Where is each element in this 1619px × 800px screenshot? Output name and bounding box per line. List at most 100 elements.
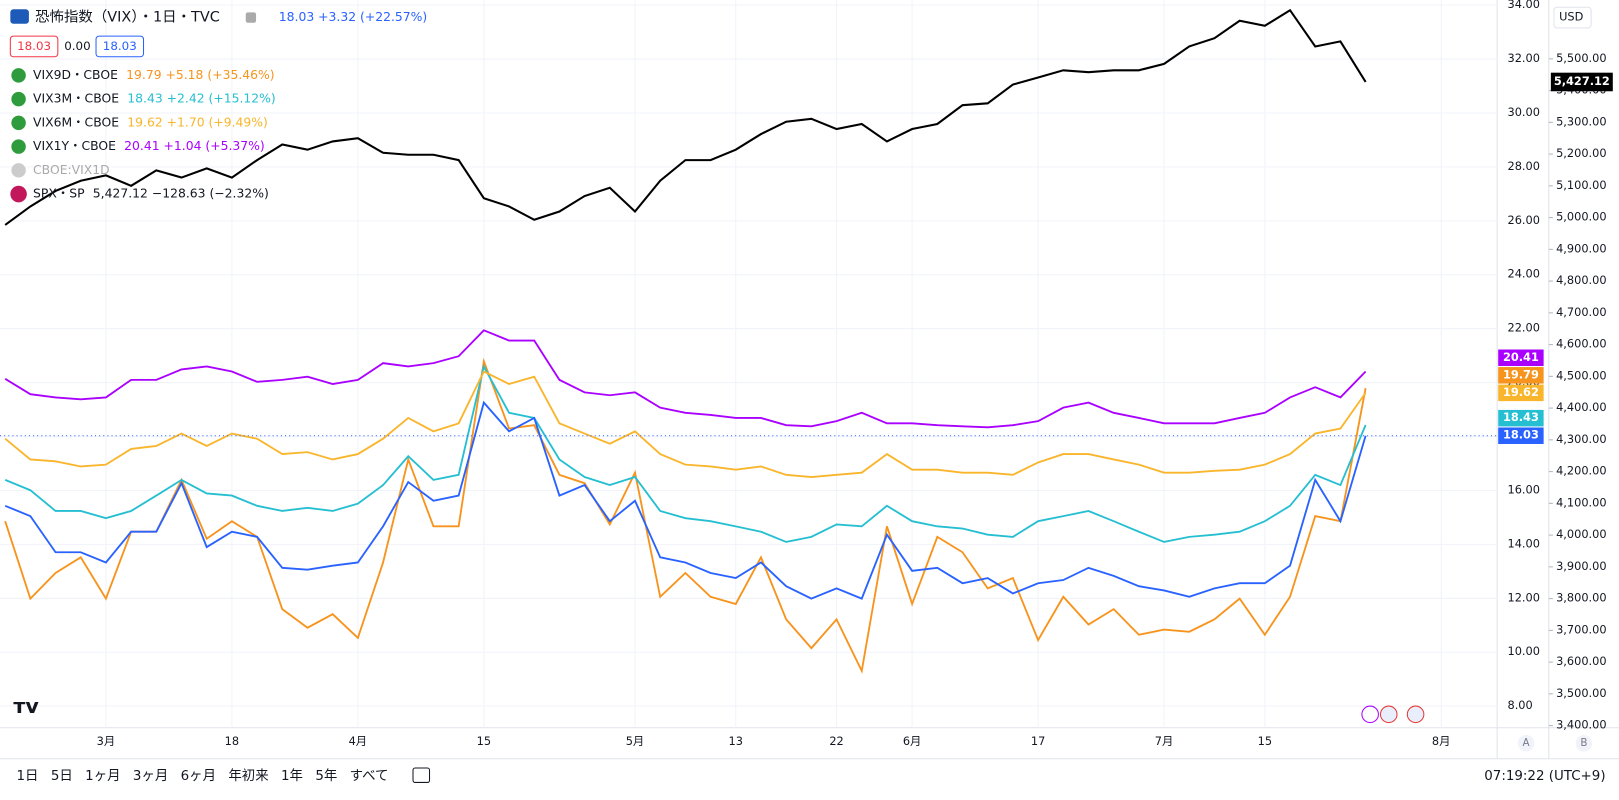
spread: 0.00 <box>64 39 90 53</box>
y2-tick-label: 4,700.00 <box>1556 305 1607 319</box>
legend-name: VIX6M・CBOE <box>33 115 119 129</box>
y-tick-label: 34.00 <box>1507 0 1539 11</box>
x-tick-label: 8月 <box>1432 734 1451 748</box>
y2-tick-label: 4,500.00 <box>1556 368 1607 382</box>
x-tick-label: 18 <box>225 734 239 748</box>
y2-tick-label: 4,800.00 <box>1556 273 1607 287</box>
x-tick-label: 22 <box>829 734 843 748</box>
series-icon <box>11 68 26 83</box>
legend-hidden: CBOE:VIX1D <box>33 163 110 177</box>
scale-button[interactable] <box>1517 734 1535 752</box>
price-badge <box>1498 427 1544 444</box>
y-tick-label: 22.00 <box>1507 321 1539 335</box>
y-tick-label: 28.00 <box>1507 159 1539 173</box>
series-line <box>4 400 1367 600</box>
buy-box[interactable] <box>95 35 145 58</box>
legend-name: VIX1Y・CBOE <box>33 139 116 153</box>
series-icon <box>11 91 26 107</box>
x-tick-label: 7月 <box>1155 734 1174 748</box>
range-button[interactable]: 1年 <box>281 768 303 784</box>
range-button[interactable]: 6ヶ月 <box>181 769 216 784</box>
legend-quote: 18.43 +2.42 (+15.12%) <box>127 92 275 106</box>
currency: USD <box>1559 10 1584 24</box>
range-button[interactable]: 年初来 <box>228 768 268 784</box>
price-badge-label: 20.41 <box>1503 350 1539 364</box>
range-button[interactable]: すべて <box>350 768 389 784</box>
range-button[interactable]: 1日 <box>17 769 39 784</box>
y2-tick-label: 4,400.00 <box>1556 400 1607 414</box>
y-tick-label: 24.00 <box>1507 267 1539 281</box>
legend-name: VIX9D・CBOE <box>33 68 118 82</box>
scale-label: B <box>1580 737 1587 749</box>
y2-tick-label: 5,500.00 <box>1556 51 1607 65</box>
sell-price: 18.03 <box>17 39 51 53</box>
y2-tick-label: 3,500.00 <box>1556 686 1607 700</box>
toolbar: 1日 5日 1ヶ月 3ヶ月 6ヶ月 年初来 1年 5年 すべて <box>17 768 389 784</box>
y-tick-label: 14.00 <box>1507 536 1539 550</box>
legend-quote: 18.03 +3.32 (+22.57%) <box>279 10 427 24</box>
currency-button[interactable] <box>1553 6 1592 29</box>
legend: 恐怖指数（VIX）・1日・TVC 18.03 +3.32 (+22.57%) 1… <box>9 9 427 203</box>
flag-icon <box>10 9 29 24</box>
y2-tick-label: 4,300.00 <box>1556 432 1607 446</box>
series-line <box>4 329 1367 429</box>
legend-quote: 20.41 +1.04 (+5.37%) <box>124 139 265 153</box>
legend-name: SPX・SP <box>33 187 85 201</box>
price-badge <box>1498 384 1544 402</box>
scale-label: A <box>1523 737 1530 749</box>
y-tick-label: 26.00 <box>1507 213 1539 227</box>
series-line <box>4 363 1367 543</box>
collapse-icon <box>245 12 257 23</box>
y2-tick-label: 3,700.00 <box>1556 622 1607 636</box>
x-tick-label: 6月 <box>903 734 922 748</box>
y2-tick-label: 3,900.00 <box>1556 559 1607 573</box>
event-icon <box>1379 705 1398 724</box>
x-tick-label: 17 <box>1031 734 1045 748</box>
series-icon <box>11 139 26 154</box>
calendar-icon[interactable] <box>412 767 431 783</box>
sell-box[interactable] <box>9 35 59 58</box>
range-button[interactable]: 5日 <box>51 769 73 784</box>
range-button[interactable]: 1ヶ月 <box>85 769 120 784</box>
y2-tick-label: 5,000.00 <box>1556 210 1607 224</box>
price-badge <box>1498 349 1544 367</box>
range-button[interactable]: 5年 <box>315 768 337 784</box>
y2-tick-label: 4,200.00 <box>1556 464 1607 478</box>
series-icon <box>11 115 26 131</box>
range-button[interactable]: 3ヶ月 <box>133 769 168 784</box>
price-badge-label: 5,427.12 <box>1554 74 1610 88</box>
price-badge-label: 19.79 <box>1503 367 1539 381</box>
y2-tick-label: 5,300.00 <box>1556 114 1607 128</box>
y2-tick-label: 3,400.00 <box>1556 718 1607 732</box>
y-tick-label: 32.00 <box>1507 51 1539 65</box>
x-tick-label: 15 <box>1258 734 1272 748</box>
price-badge <box>1550 72 1613 92</box>
y-tick-label: 10.00 <box>1507 644 1539 658</box>
y-tick-label: 30.00 <box>1507 105 1539 119</box>
series-line <box>4 357 1367 674</box>
y2-tick-label: 4,600.00 <box>1556 337 1607 351</box>
price-badge-label: 18.43 <box>1503 410 1539 424</box>
legend-quote: 5,427.12 −128.63 (−2.32%) <box>93 187 269 201</box>
scale-button[interactable] <box>1575 734 1593 752</box>
y2-tick-label: 4,100.00 <box>1556 495 1607 509</box>
legend-quote: 19.62 +1.70 (+9.49%) <box>127 115 268 129</box>
x-tick-label: 5月 <box>626 734 645 748</box>
buy-price: 18.03 <box>103 39 137 53</box>
clock: 07:19:22 (UTC+9) <box>1484 769 1605 784</box>
y-tick-label: 12.00 <box>1507 590 1539 604</box>
x-tick-label: 15 <box>477 734 491 748</box>
y-tick-label: 16.00 <box>1507 482 1539 496</box>
price-badge <box>1498 409 1544 427</box>
legend-title: 恐怖指数（VIX）・1日・TVC <box>35 9 220 26</box>
x-tick-label: 3月 <box>97 734 116 748</box>
spx-icon <box>10 185 27 203</box>
y2-tick-label: 3,800.00 <box>1556 591 1607 605</box>
x-tick-label: 13 <box>729 734 743 748</box>
y2-tick-label: 5,200.00 <box>1556 146 1607 160</box>
legend-name: VIX3M・CBOE <box>33 92 119 106</box>
price-badge-label: 19.62 <box>1503 385 1539 399</box>
